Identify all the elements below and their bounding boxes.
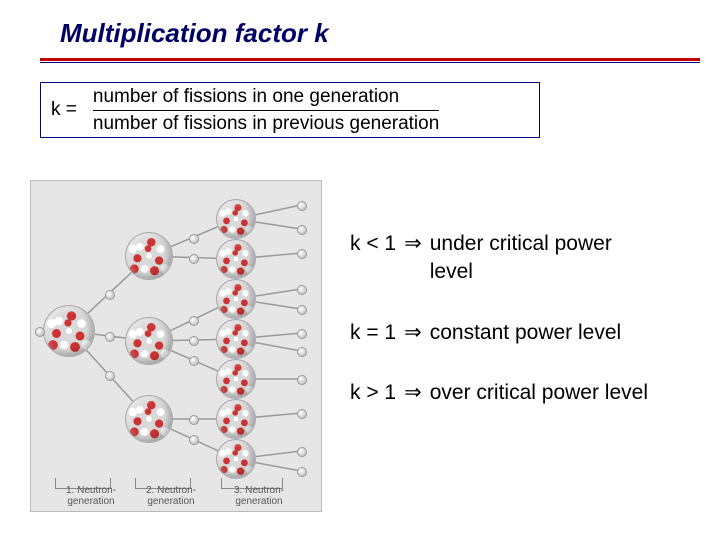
- generation-label: 2. Neutron-generation: [131, 485, 211, 507]
- nucleus-icon: [216, 239, 256, 279]
- generation-label: 3. Neutron-generation: [219, 485, 299, 507]
- neutron-icon: [189, 254, 199, 264]
- conditions-list: k < 1 ⇒ under critical power level k = 1…: [350, 230, 690, 439]
- nucleus-icon: [216, 279, 256, 319]
- neutron-icon: [297, 249, 307, 259]
- title-rule-blue: [40, 62, 700, 63]
- neutron-icon: [189, 234, 199, 244]
- implies-icon: ⇒: [404, 230, 422, 258]
- condition-rhs: constant power level: [430, 319, 621, 347]
- neutron-icon: [105, 371, 115, 381]
- condition-supercritical: k > 1 ⇒ over critical power level: [350, 379, 690, 407]
- title-rule-red: [40, 58, 700, 61]
- condition-rhs: over critical power level: [430, 379, 648, 407]
- neutron-icon: [105, 290, 115, 300]
- formula-denominator: number of fissions in previous generatio…: [93, 112, 439, 136]
- neutron-icon: [189, 356, 199, 366]
- formula-box: k = number of fissions in one generation…: [40, 82, 540, 138]
- neutron-icon: [297, 375, 307, 385]
- nucleus-icon: [216, 359, 256, 399]
- condition-rhs-line1: over critical power level: [430, 381, 648, 404]
- nucleus-icon: [125, 395, 173, 443]
- nucleus-icon: [216, 199, 256, 239]
- condition-critical: k = 1 ⇒ constant power level: [350, 319, 690, 347]
- implies-icon: ⇒: [404, 379, 422, 407]
- neutron-icon: [297, 285, 307, 295]
- condition-rhs-line1: under critical power: [430, 232, 612, 255]
- nucleus-icon: [216, 319, 256, 359]
- chain-reaction-diagram: 1. Neutron-generation2. Neutron-generati…: [30, 180, 322, 512]
- formula-fraction: number of fissions in one generation num…: [93, 85, 439, 136]
- slide: Multiplication factor k k = number of fi…: [0, 0, 720, 540]
- neutron-icon: [297, 467, 307, 477]
- condition-lhs: k > 1: [350, 379, 396, 407]
- condition-rhs: under critical power level: [430, 230, 612, 287]
- neutron-icon: [189, 336, 199, 346]
- neutron-icon: [297, 225, 307, 235]
- formula-numerator: number of fissions in one generation: [93, 85, 439, 111]
- condition-rhs-line2: level: [430, 258, 612, 286]
- generation-label: 1. Neutron-generation: [51, 485, 131, 507]
- nucleus-icon: [125, 317, 173, 365]
- neutron-icon: [105, 332, 115, 342]
- nucleus-icon: [216, 399, 256, 439]
- neutron-icon: [189, 415, 199, 425]
- nucleus-icon: [216, 439, 256, 479]
- nucleus-icon: [125, 232, 173, 280]
- neutron-icon: [297, 305, 307, 315]
- condition-lhs: k = 1: [350, 319, 396, 347]
- slide-title: Multiplication factor k: [60, 18, 329, 49]
- neutron-icon: [297, 201, 307, 211]
- nucleus-icon: [43, 305, 95, 357]
- neutron-icon: [189, 435, 199, 445]
- neutron-icon: [297, 409, 307, 419]
- neutron-icon: [297, 329, 307, 339]
- neutron-icon: [297, 447, 307, 457]
- formula-lhs: k =: [51, 99, 77, 121]
- neutron-icon: [297, 347, 307, 357]
- condition-lhs: k < 1: [350, 230, 396, 258]
- neutron-icon: [189, 316, 199, 326]
- condition-subcritical: k < 1 ⇒ under critical power level: [350, 230, 690, 287]
- implies-icon: ⇒: [404, 319, 422, 347]
- condition-rhs-line1: constant power level: [430, 321, 621, 344]
- neutron-icon: [35, 327, 45, 337]
